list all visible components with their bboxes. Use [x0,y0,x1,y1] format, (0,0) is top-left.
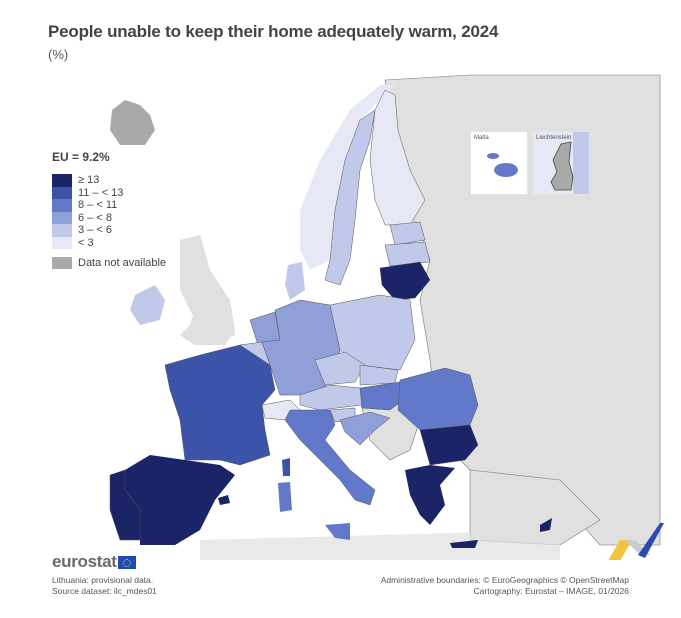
country-corsica [282,458,290,476]
footer-credits: Administrative boundaries: © EuroGeograp… [381,575,629,597]
country-finland [369,89,426,226]
inset-liechtenstein: Liechtenstein [532,131,590,195]
country-romania [397,367,479,431]
legend-item: 3 – < 6 [52,224,166,237]
europe-map [109,74,664,560]
country-ireland [130,285,165,325]
legend-swatch [52,199,72,212]
country-bulgaria [419,424,479,466]
legend-label: 8 – < 11 [78,199,118,212]
footnote-provisional: Lithuania: provisional data. [52,575,154,585]
country-greece [405,465,455,525]
country-cyprus [540,518,552,532]
credit-boundaries: Administrative boundaries: © EuroGeograp… [380,575,629,585]
country-iceland [110,100,155,145]
legend-swatch [52,224,72,237]
legend-swatch [52,174,72,187]
footnote-source: Source dataset: ilc_mdes01 [52,586,157,596]
map-title: People unable to keep their home adequat… [48,22,499,41]
footer-notes: Lithuania: provisional data. Source data… [52,575,157,597]
map-legend: EU = 9.2% ≥ 13 11 – < 13 8 – < 11 6 – < … [52,150,166,270]
legend-label: 11 – < 13 [78,186,124,199]
legend-label: Data not available [78,257,167,270]
country-croatia [339,411,391,446]
country-crete [450,540,478,548]
inset-malta-label: Malta [474,135,489,141]
legend-item: < 3 [52,236,166,249]
country-spain [125,455,235,545]
eurostat-swoosh [608,523,664,560]
malta-shape [487,153,518,177]
country-estonia [389,221,426,246]
legend-swatch [52,236,72,249]
country-norway [300,85,395,270]
country-balearics [218,495,230,505]
legend-swatch [52,211,72,224]
country-sweden [324,109,376,286]
legend-item: 6 – < 8 [52,211,166,224]
liechtenstein-shape [550,132,589,194]
map-unit: (%) [48,47,69,62]
inset-malta: Malta [470,131,528,195]
legend-item: 11 – < 13 [52,186,166,199]
country-italy [284,409,376,506]
country-portugal [109,469,141,541]
country-latvia [384,241,431,267]
legend-label: 3 – < 6 [78,224,112,237]
country-sardinia [278,482,292,512]
credit-cartography: Cartography: Eurostat – IMAGE, 01/2026 [473,586,629,596]
legend-swatch [52,186,72,199]
country-france [164,344,276,466]
legend-item-not-available: Data not available [52,257,166,270]
country-sicily [325,523,350,540]
country-netherlands [249,311,281,346]
legend-item: 8 – < 11 [52,199,166,212]
legend-swatch [52,257,72,270]
country-lithuania [379,261,431,301]
logo-text: eurostat [52,552,117,571]
country-uk [180,235,235,345]
eurostat-logo: eurostat [52,552,136,572]
country-denmark [285,262,305,300]
legend-item: ≥ 13 [52,174,166,187]
inset-liechtenstein-label: Liechtenstein [536,135,572,141]
legend-label: ≥ 13 [78,174,100,187]
eu-flag-icon [117,555,136,569]
legend-label: < 3 [78,236,94,249]
legend-label: 6 – < 8 [78,211,112,224]
eu-average: EU = 9.2% [52,150,110,164]
